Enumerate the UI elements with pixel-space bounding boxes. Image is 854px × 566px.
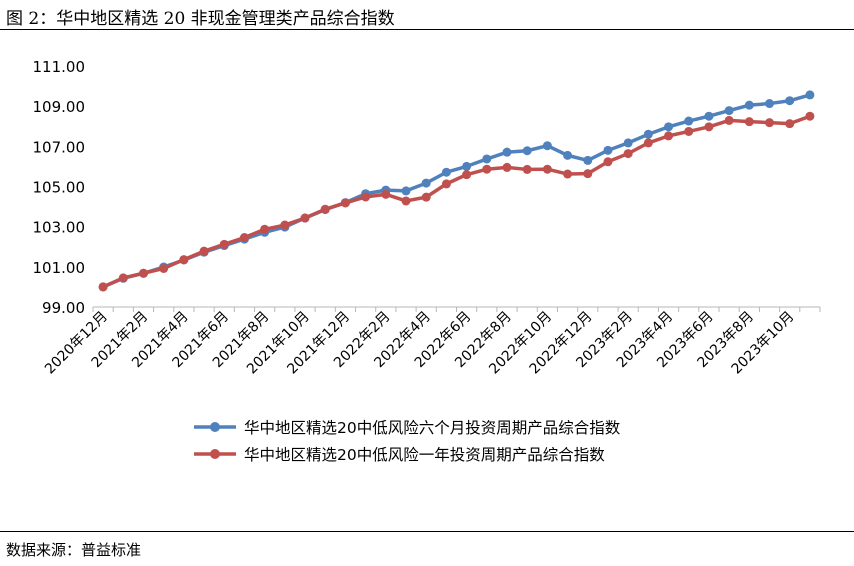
data-point bbox=[98, 282, 108, 292]
data-point bbox=[401, 196, 411, 206]
series-line bbox=[102, 114, 811, 289]
data-point bbox=[542, 141, 552, 151]
data-point bbox=[603, 145, 613, 155]
data-point bbox=[684, 126, 694, 136]
data-point bbox=[320, 204, 330, 214]
data-point bbox=[623, 138, 633, 148]
data-point bbox=[118, 273, 128, 283]
data-point bbox=[381, 189, 391, 199]
data-point bbox=[462, 170, 472, 180]
data-point bbox=[441, 179, 451, 189]
legend-swatch-marker bbox=[210, 422, 220, 432]
data-point bbox=[643, 138, 653, 148]
axis-layer: 99.00 101.00 103.00 105.00 107.00 109.00 111.0… bbox=[33, 58, 821, 377]
data-point bbox=[664, 122, 674, 132]
data-point bbox=[643, 129, 653, 139]
data-point bbox=[260, 224, 270, 234]
legend-item: 华中地区精选20中低风险一年投资周期产品综合指数 bbox=[194, 446, 605, 464]
data-point bbox=[623, 149, 633, 159]
data-point bbox=[563, 150, 573, 160]
data-point bbox=[765, 118, 775, 128]
legend-label: 华中地区精选20中低风险一年投资周期产品综合指数 bbox=[244, 446, 605, 464]
data-point bbox=[744, 100, 754, 110]
data-point bbox=[280, 220, 290, 230]
data-point bbox=[704, 122, 714, 132]
legend-swatch-marker bbox=[210, 449, 220, 459]
data-point bbox=[805, 111, 815, 121]
legend: 华中地区精选20中低风险六个月投资周期产品综合指数华中地区精选20中低风险一年投… bbox=[194, 419, 621, 464]
data-point bbox=[785, 119, 795, 129]
data-point bbox=[785, 96, 795, 106]
bottom-rule bbox=[0, 531, 854, 532]
data-point bbox=[421, 178, 431, 188]
data-point bbox=[744, 117, 754, 127]
data-point bbox=[583, 169, 593, 179]
line-chart: 99.00 101.00 103.00 105.00 107.00 109.00 111.0… bbox=[33, 58, 821, 464]
legend-item: 华中地区精选20中低风险六个月投资周期产品综合指数 bbox=[194, 419, 621, 437]
y-tick-label: 101.00 bbox=[33, 259, 86, 277]
data-point bbox=[724, 106, 734, 116]
data-source-note: 数据来源：普益标准 bbox=[6, 541, 142, 559]
series-layer bbox=[98, 90, 815, 292]
data-point bbox=[179, 255, 189, 265]
data-point bbox=[401, 186, 411, 196]
data-point bbox=[522, 164, 532, 174]
data-point bbox=[765, 99, 775, 109]
y-tick-label: 99.00 bbox=[42, 299, 85, 317]
data-point bbox=[199, 246, 209, 256]
data-point bbox=[502, 162, 512, 172]
series-2 bbox=[98, 111, 815, 292]
y-tick-label: 103.00 bbox=[33, 219, 86, 237]
y-tick-label: 111.00 bbox=[33, 58, 86, 76]
data-point bbox=[684, 116, 694, 126]
series-1 bbox=[98, 90, 815, 292]
data-point bbox=[340, 198, 350, 208]
top-rule bbox=[0, 29, 854, 30]
data-point bbox=[361, 192, 371, 202]
data-point bbox=[583, 155, 593, 165]
data-point bbox=[219, 239, 229, 249]
data-point bbox=[300, 213, 310, 223]
data-point bbox=[421, 192, 431, 202]
data-point bbox=[724, 115, 734, 125]
data-point bbox=[502, 147, 512, 157]
legend-label: 华中地区精选20中低风险六个月投资周期产品综合指数 bbox=[244, 419, 621, 437]
figure-title: 图 2：华中地区精选 20 非现金管理类产品综合指数 bbox=[6, 9, 395, 29]
data-point bbox=[239, 233, 249, 243]
data-point bbox=[482, 164, 492, 174]
y-tick-label: 109.00 bbox=[33, 98, 86, 116]
data-point bbox=[805, 90, 815, 100]
data-point bbox=[462, 161, 472, 171]
data-point bbox=[482, 154, 492, 164]
series-line bbox=[102, 93, 811, 289]
data-point bbox=[522, 146, 532, 156]
data-point bbox=[704, 111, 714, 121]
y-tick-label: 105.00 bbox=[33, 179, 86, 197]
data-point bbox=[441, 167, 451, 177]
data-point bbox=[664, 131, 674, 141]
data-point bbox=[138, 268, 148, 278]
data-point bbox=[563, 169, 573, 179]
data-point bbox=[603, 157, 613, 167]
data-point bbox=[159, 263, 169, 273]
data-point bbox=[542, 164, 552, 174]
y-tick-label: 107.00 bbox=[33, 138, 86, 156]
